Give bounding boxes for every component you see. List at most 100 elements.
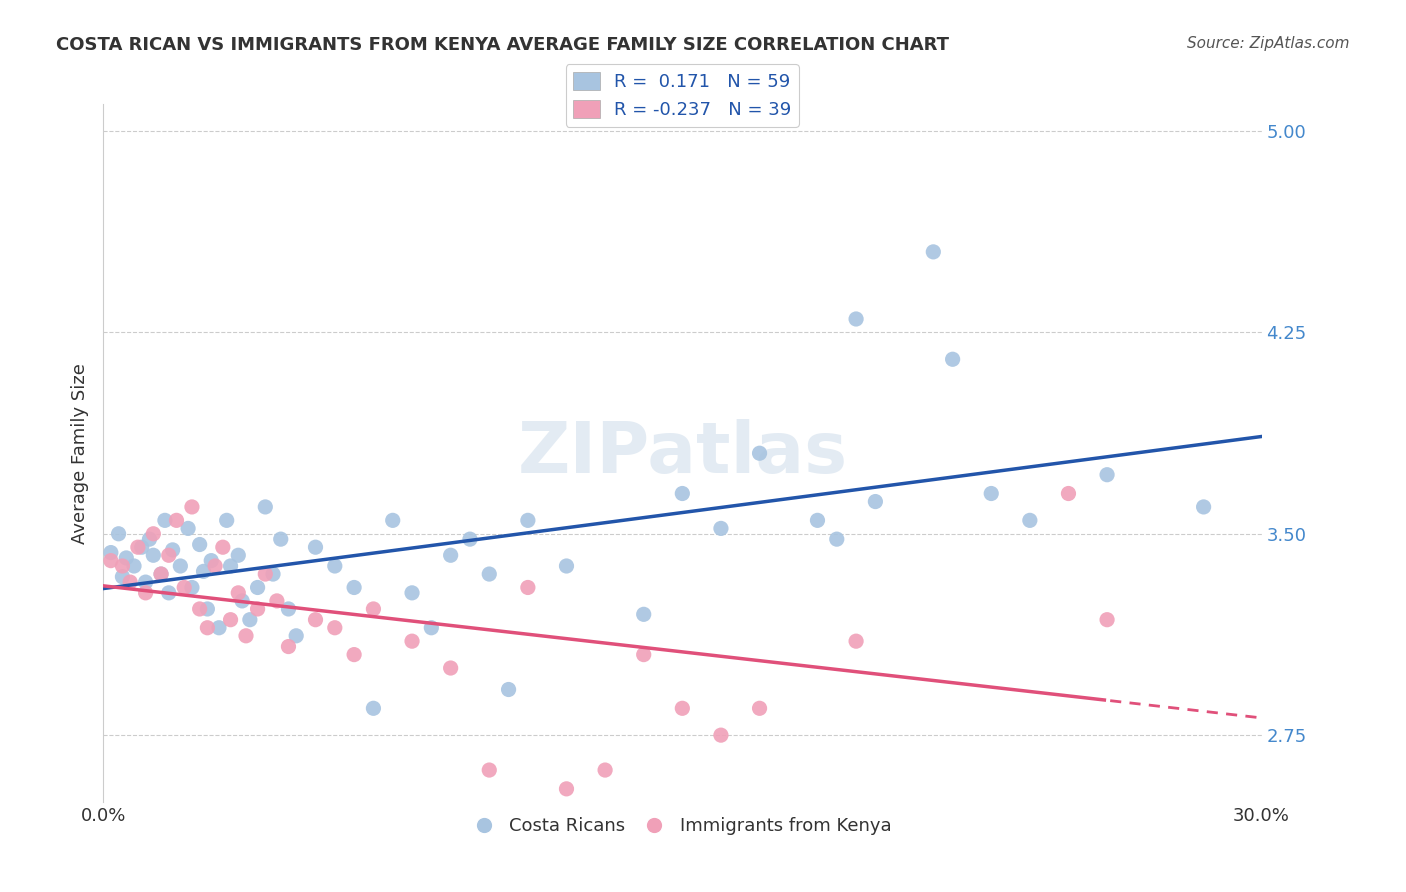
Point [135, 586, 157, 600]
Point [115, 550, 138, 565]
Point [1057, 486, 1080, 500]
Point [188, 602, 211, 616]
Point [1095, 467, 1118, 482]
Point [516, 513, 538, 527]
Point [142, 548, 165, 562]
Point [1192, 500, 1215, 514]
Point [231, 594, 253, 608]
Point [208, 621, 231, 635]
Point [1018, 513, 1040, 527]
Point [193, 565, 215, 579]
Point [195, 602, 218, 616]
Point [157, 586, 180, 600]
Point [111, 559, 134, 574]
Point [980, 486, 1002, 500]
Point [671, 701, 693, 715]
Point [922, 244, 945, 259]
Point [865, 494, 887, 508]
Point [478, 763, 501, 777]
Point [710, 521, 733, 535]
Legend: Costa Ricans, Immigrants from Kenya: Costa Ricans, Immigrants from Kenya [467, 810, 898, 842]
Point [239, 613, 262, 627]
Point [166, 513, 188, 527]
Point [215, 513, 238, 527]
Point [555, 559, 578, 574]
Point [111, 570, 134, 584]
Point [150, 567, 173, 582]
Y-axis label: Average Family Size: Average Family Size [72, 363, 89, 543]
Point [343, 581, 366, 595]
Point [458, 532, 481, 546]
Point [153, 513, 176, 527]
Point [323, 621, 346, 635]
Text: ZIPatlas: ZIPatlas [517, 418, 848, 488]
Point [942, 352, 965, 367]
Text: Source: ZipAtlas.com: Source: ZipAtlas.com [1187, 36, 1350, 51]
Point [162, 542, 184, 557]
Point [173, 581, 195, 595]
Point [226, 548, 249, 562]
Point [440, 661, 463, 675]
Point [440, 548, 463, 562]
Point [138, 532, 160, 546]
Text: COSTA RICAN VS IMMIGRANTS FROM KENYA AVERAGE FAMILY SIZE CORRELATION CHART: COSTA RICAN VS IMMIGRANTS FROM KENYA AVE… [56, 36, 949, 54]
Point [555, 781, 578, 796]
Point [748, 446, 770, 460]
Point [1095, 613, 1118, 627]
Point [246, 581, 269, 595]
Point [219, 613, 242, 627]
Point [127, 540, 149, 554]
Point [200, 554, 222, 568]
Point [381, 513, 404, 527]
Point [188, 537, 211, 551]
Point [122, 559, 145, 574]
Point [633, 648, 655, 662]
Point [177, 521, 200, 535]
Point [262, 567, 284, 582]
Point [266, 594, 288, 608]
Point [323, 559, 346, 574]
Point [157, 548, 180, 562]
Point [516, 581, 538, 595]
Point [254, 567, 277, 582]
Point [710, 728, 733, 742]
Point [107, 526, 129, 541]
Point [845, 634, 868, 648]
Point [254, 500, 277, 514]
Point [277, 602, 299, 616]
Point [478, 567, 501, 582]
Point [181, 500, 204, 514]
Point [420, 621, 443, 635]
Point [748, 701, 770, 715]
Point [401, 586, 423, 600]
Point [235, 629, 257, 643]
Point [363, 602, 385, 616]
Point [806, 513, 828, 527]
Point [825, 532, 848, 546]
Point [211, 540, 233, 554]
Point [304, 613, 326, 627]
Point [633, 607, 655, 622]
Point [142, 526, 165, 541]
Point [195, 621, 218, 635]
Point [246, 602, 269, 616]
Point [498, 682, 520, 697]
Point [226, 586, 249, 600]
Point [100, 545, 122, 559]
Point [120, 575, 142, 590]
Point [671, 486, 693, 500]
Point [363, 701, 385, 715]
Point [181, 581, 204, 595]
Point [169, 559, 191, 574]
Point [150, 567, 173, 582]
Point [845, 312, 868, 326]
Point [401, 634, 423, 648]
Point [270, 532, 292, 546]
Point [277, 640, 299, 654]
Point [285, 629, 308, 643]
Point [593, 763, 616, 777]
Point [100, 554, 122, 568]
Point [343, 648, 366, 662]
Point [304, 540, 326, 554]
Point [135, 575, 157, 590]
